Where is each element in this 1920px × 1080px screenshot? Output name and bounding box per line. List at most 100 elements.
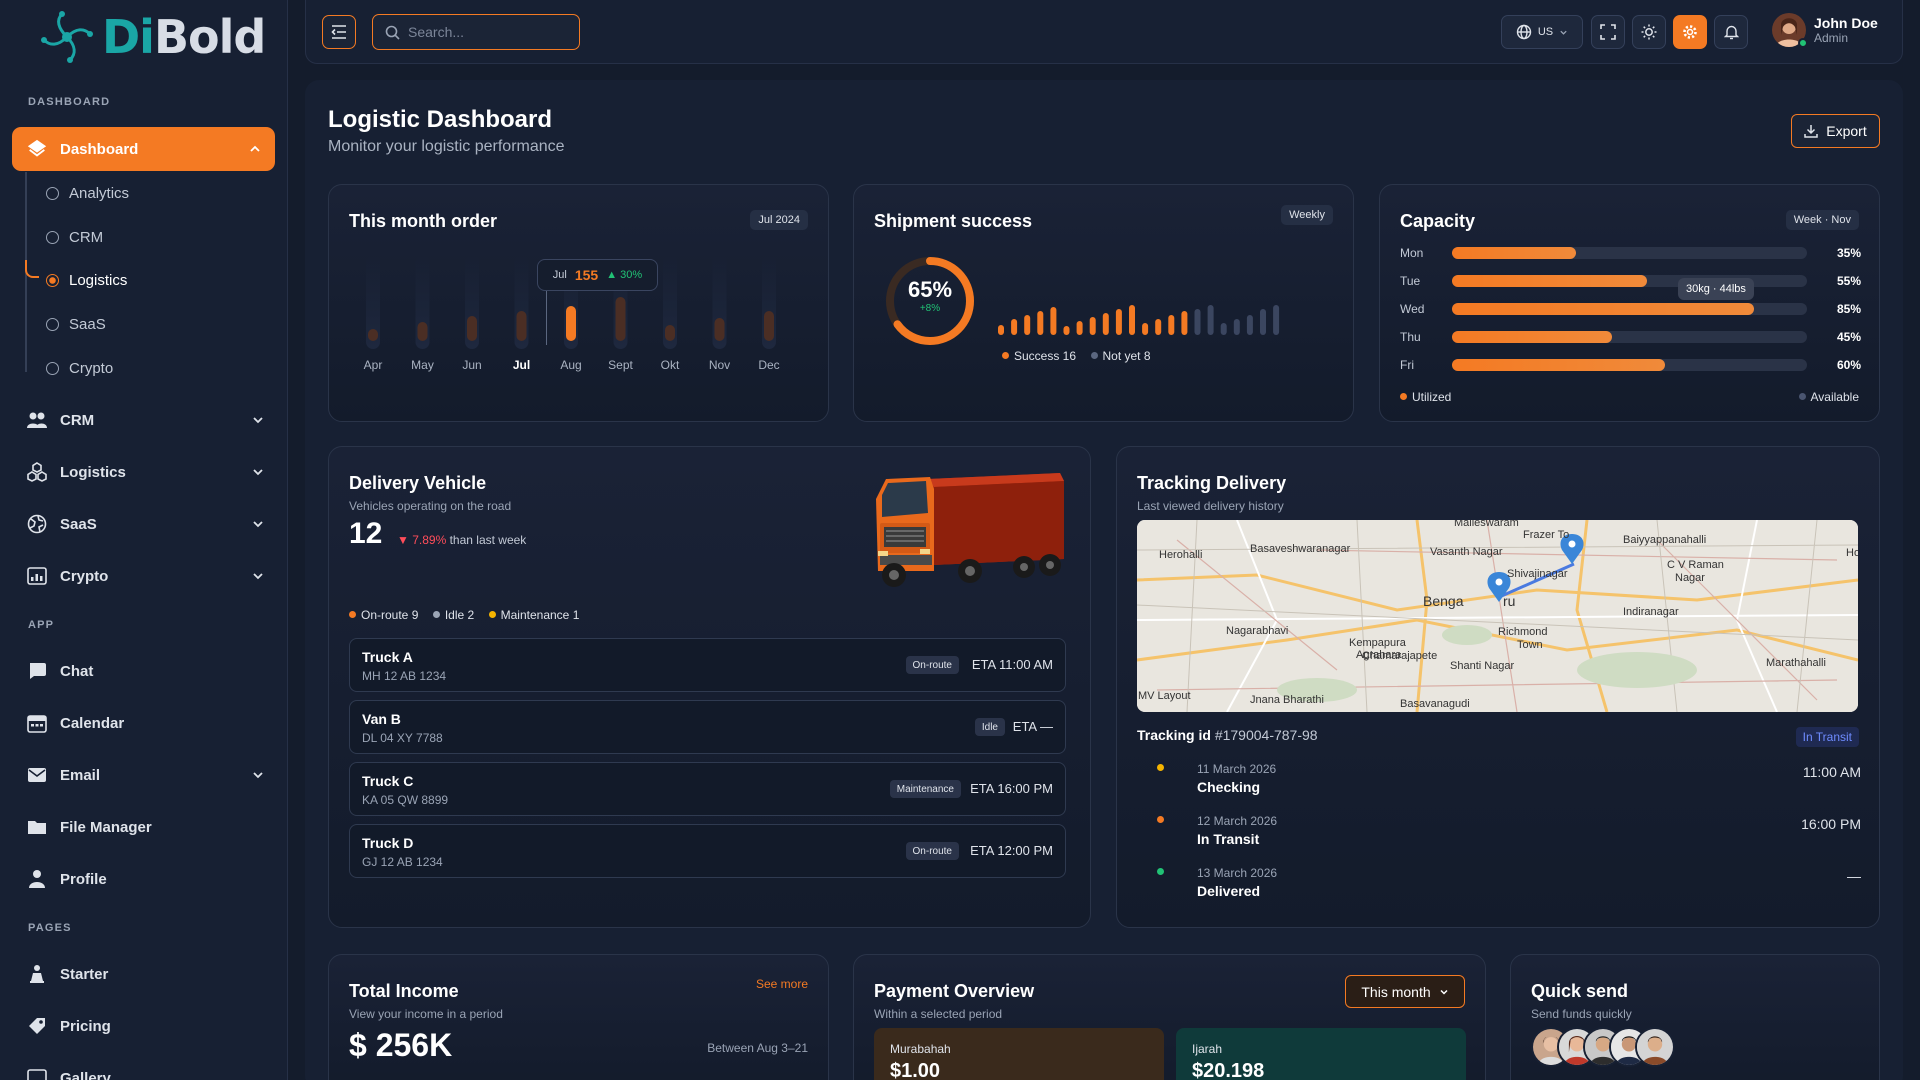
sidebar-sub-analytics[interactable]: Analytics (46, 181, 129, 205)
payment-tile-ijarah[interactable]: Ijarah $20.198 (1176, 1028, 1466, 1080)
sidebar-item-chat[interactable]: Chat (26, 655, 264, 687)
capacity-row: Mon 35% (1400, 245, 1861, 261)
calendar-icon (26, 712, 48, 734)
nav-section-app: APP (28, 619, 55, 631)
fullscreen-button[interactable] (1591, 15, 1625, 49)
legend-utilized: Utilized (1400, 387, 1461, 405)
card-subtitle: Within a selected period (874, 1007, 1003, 1021)
vehicle-legend: On-route 9 Idle 2 Maintenance 1 (349, 605, 589, 623)
search-input[interactable] (408, 24, 558, 40)
sidebar-sub-crm[interactable]: CRM (46, 225, 103, 249)
card-title: Tracking Delivery (1137, 473, 1287, 493)
radio-icon (46, 361, 59, 375)
tooltip-change: ▲ 30% (606, 269, 643, 281)
shipment-bar (1089, 317, 1096, 335)
settings-button[interactable] (1673, 15, 1707, 49)
event-dot (1157, 764, 1164, 771)
shipment-bar (1273, 305, 1280, 335)
chevron-down-icon (1440, 989, 1448, 995)
sidebar: DiBold DASHBOARD Dashboard Analytics CRM… (0, 0, 288, 1080)
vehicle-row[interactable]: Truck D GJ 12 AB 1234 On-route ETA 12:00… (349, 824, 1066, 878)
vehicle-row[interactable]: Truck A MH 12 AB 1234 On-route ETA 11:00… (349, 638, 1066, 692)
chevron-down-icon (253, 469, 263, 476)
order-bar (714, 318, 725, 341)
card-title: Total Income (349, 981, 459, 1001)
shipment-bar (1102, 313, 1109, 335)
chat-icon (26, 660, 48, 682)
status-badge: Maintenance (889, 780, 961, 798)
shipment-bar (1155, 319, 1162, 335)
search-box[interactable] (372, 14, 580, 50)
user-menu[interactable]: John Doe Admin (1772, 13, 1878, 48)
status-badge: Idle (974, 718, 1005, 736)
nav-section-dashboard: DASHBOARD (28, 96, 111, 108)
chevron-down-icon (1560, 30, 1567, 35)
sidebar-item-profile[interactable]: Profile (26, 863, 264, 895)
brand-logo[interactable]: DiBold (38, 10, 266, 64)
capacity-row: Fri 60% (1400, 357, 1861, 373)
vehicle-count: 12 (349, 517, 383, 550)
sidebar-item-pricing[interactable]: Pricing (26, 1010, 264, 1042)
x-tick-label: May (411, 358, 434, 372)
payment-tile-murabahah[interactable]: Murabahah $1.00 (874, 1028, 1164, 1080)
language-select[interactable]: US (1501, 15, 1583, 49)
sidebar-sub-saas[interactable]: SaaS (46, 312, 106, 336)
avatar[interactable] (1635, 1027, 1675, 1067)
sidebar-sub-crypto[interactable]: Crypto (46, 356, 113, 380)
income-range: Between Aug 3–21 (707, 1041, 808, 1055)
sidebar-item-dashboard[interactable]: Dashboard (12, 127, 275, 171)
total-income-card: Total Income View your income in a perio… (328, 954, 829, 1080)
sidebar-item-email[interactable]: Email (26, 759, 264, 791)
tracking-delivery-card: Tracking Delivery Last viewed delivery h… (1116, 446, 1880, 928)
bell-icon (1723, 25, 1739, 40)
sidebar-toggle-button[interactable] (322, 15, 356, 49)
period-badge[interactable]: Jul 2024 (750, 210, 808, 230)
radio-icon (46, 273, 59, 287)
shipment-card: Shipment success Weekly 65% +8% Success … (853, 184, 1354, 422)
sidebar-item-crm[interactable]: CRM (26, 404, 264, 436)
notifications-button[interactable] (1714, 15, 1748, 49)
sidebar-item-starter[interactable]: Starter (26, 958, 264, 990)
nav-section-pages: PAGES (28, 922, 72, 934)
vehicle-row[interactable]: Van B DL 04 XY 7788 Idle ETA — (349, 700, 1066, 754)
order-tooltip: Jul 155 ▲ 30% (537, 259, 658, 291)
sidebar-item-crypto[interactable]: Crypto (26, 560, 264, 592)
order-bar (368, 329, 378, 341)
layers-icon (27, 139, 47, 157)
capacity-tooltip: 30kg · 44lbs (1678, 278, 1754, 300)
sidebar-sub-logistics[interactable]: Logistics (25, 260, 127, 292)
x-tick-label: Nov (709, 358, 730, 372)
shipment-bar (1220, 323, 1227, 335)
period-dropdown[interactable]: This month (1345, 975, 1465, 1008)
period-badge[interactable]: Weekly (1281, 205, 1333, 225)
sidebar-item-gallery[interactable]: Gallery (26, 1062, 264, 1080)
capacity-day-label: Fri (1400, 358, 1414, 372)
capacity-day-label: Thu (1400, 330, 1421, 344)
avatar[interactable] (1583, 1027, 1623, 1067)
capacity-value-label: 45% (1836, 330, 1861, 344)
logo-text: DiBold (102, 10, 266, 64)
order-bar (665, 325, 675, 341)
order-bar (615, 297, 626, 341)
see-more-link[interactable]: See more (755, 977, 808, 991)
shipment-bar (1129, 305, 1135, 335)
capacity-value-label: 85% (1836, 302, 1861, 316)
sidebar-item-calendar[interactable]: Calendar (26, 707, 264, 739)
chart-window-icon (26, 565, 48, 587)
theme-toggle-button[interactable] (1632, 15, 1666, 49)
capacity-track (1452, 247, 1807, 259)
delivery-map[interactable]: Malleswaram Frazer To Baiyyappanahalli H… (1137, 520, 1858, 712)
capacity-fill (1452, 359, 1665, 371)
shipment-bar (998, 325, 1004, 335)
sidebar-item-logistics[interactable]: Logistics (26, 456, 264, 488)
vehicle-row[interactable]: Truck C KA 05 QW 8899 Maintenance ETA 16… (349, 762, 1066, 816)
page-subtitle: Monitor your logistic performance (328, 138, 565, 155)
truck-image (876, 473, 1064, 587)
folder-icon (26, 816, 48, 838)
sidebar-item-file-manager[interactable]: File Manager (26, 811, 264, 843)
period-badge[interactable]: Week · Nov (1785, 210, 1859, 230)
order-bar (467, 316, 477, 341)
month-order-card: This month order Jul 2024 Apr May Jun Jul Au… (328, 184, 829, 422)
export-button[interactable]: Export (1791, 114, 1880, 148)
sidebar-item-saas[interactable]: SaaS (26, 508, 264, 540)
